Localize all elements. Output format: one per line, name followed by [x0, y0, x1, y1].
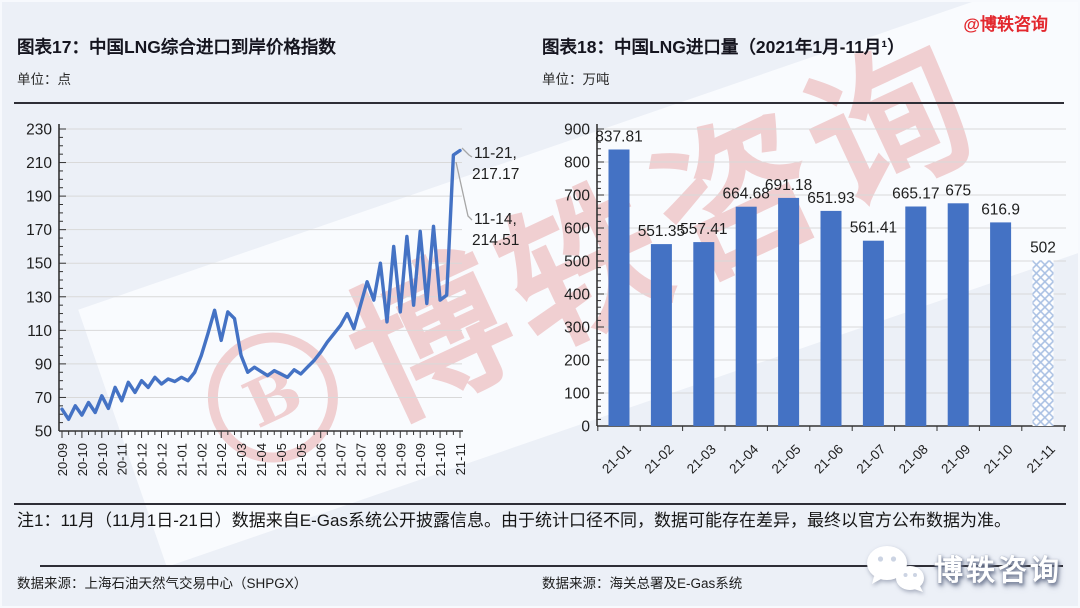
svg-text:561.41: 561.41 [850, 220, 897, 237]
svg-text:0: 0 [581, 419, 590, 436]
svg-text:210: 210 [26, 155, 52, 172]
svg-text:20-12: 20-12 [155, 443, 170, 476]
svg-text:400: 400 [564, 287, 590, 304]
svg-text:21-05: 21-05 [294, 443, 309, 476]
svg-text:21-07: 21-07 [853, 442, 888, 477]
wechat-watermark: 博轶咨询 [864, 542, 1062, 594]
svg-text:50: 50 [35, 424, 53, 441]
social-handle: @博轶咨询 [963, 15, 1048, 34]
svg-text:21-05: 21-05 [769, 442, 804, 477]
svg-text:551.35: 551.35 [638, 223, 685, 240]
svg-text:21-01: 21-01 [174, 443, 189, 476]
svg-text:21-04: 21-04 [726, 441, 761, 476]
svg-text:21-10: 21-10 [433, 443, 448, 476]
bar-chart-container: 0 100 200 300 400 500 600 700 800 900 837.81 21-01 5… [540, 112, 1077, 509]
left-chart-unit: 单位：点 [17, 72, 71, 87]
svg-text:21-05: 21-05 [274, 443, 289, 476]
svg-text:217.17: 217.17 [472, 166, 519, 183]
svg-text:21-09: 21-09 [393, 443, 408, 476]
right-chart-title: 图表18：中国LNG进口量（2021年1月-11月¹） [542, 37, 905, 57]
source-right: 数据来源：海关总署及E-Gas系统 [542, 576, 743, 591]
svg-text:20-09: 20-09 [55, 443, 70, 476]
svg-text:200: 200 [564, 353, 590, 370]
wechat-brand-text: 博轶咨询 [933, 555, 1062, 587]
svg-text:190: 190 [26, 189, 52, 206]
svg-text:21-09: 21-09 [938, 442, 973, 477]
svg-text:170: 170 [26, 222, 52, 239]
svg-text:21-11: 21-11 [453, 443, 468, 475]
svg-text:150: 150 [26, 256, 52, 273]
svg-text:130: 130 [26, 289, 52, 306]
svg-text:21-03: 21-03 [234, 443, 249, 476]
svg-text:21-01: 21-01 [599, 442, 634, 477]
svg-text:837.81: 837.81 [595, 129, 642, 146]
svg-text:21-02: 21-02 [194, 443, 209, 476]
svg-text:500: 500 [564, 254, 590, 271]
svg-text:300: 300 [564, 320, 590, 337]
svg-text:90: 90 [35, 356, 53, 373]
left-chart-title: 图表17：中国LNG综合进口到岸价格指数 [17, 37, 336, 57]
svg-text:616.9: 616.9 [981, 201, 1020, 218]
right-chart-unit: 单位：万吨 [542, 72, 610, 87]
svg-text:21-04: 21-04 [254, 443, 269, 476]
svg-text:214.51: 214.51 [472, 232, 519, 249]
svg-text:21-07: 21-07 [354, 443, 369, 476]
svg-text:21-02: 21-02 [641, 442, 676, 477]
svg-text:600: 600 [564, 221, 590, 238]
wechat-icon [866, 546, 924, 592]
lng-import-bar-chart: 0 100 200 300 400 500 600 700 800 900 837.81 21-01 5… [564, 122, 1066, 477]
svg-text:21-06: 21-06 [314, 443, 329, 476]
footnote-text: 注1：11月（11月1日-21日）数据来自E-Gas系统公开披露信息。由于统计口… [17, 511, 1011, 530]
svg-text:700: 700 [564, 188, 590, 205]
svg-text:21-08: 21-08 [896, 442, 931, 477]
svg-text:230: 230 [26, 122, 52, 139]
svg-text:665.17: 665.17 [892, 185, 939, 202]
svg-text:800: 800 [564, 155, 590, 172]
header-divider [14, 102, 1064, 104]
svg-text:20-11: 20-11 [115, 443, 130, 475]
svg-text:100: 100 [564, 386, 590, 403]
svg-text:21-03: 21-03 [684, 442, 719, 477]
svg-text:21-10: 21-10 [981, 442, 1016, 477]
footnote-divider [14, 503, 1066, 505]
svg-text:70: 70 [35, 390, 53, 407]
source-left: 数据来源：上海石油天然气交易中心（SHPGX） [17, 576, 308, 591]
svg-text:21-09: 21-09 [413, 443, 428, 476]
svg-text:20-12: 20-12 [135, 443, 150, 476]
svg-text:664.68: 664.68 [722, 186, 769, 203]
svg-text:11-21,: 11-21, [474, 145, 517, 162]
svg-text:110: 110 [27, 323, 52, 340]
svg-text:21-11: 21-11 [1024, 442, 1058, 476]
svg-text:21-02: 21-02 [214, 443, 229, 476]
svg-text:557.41: 557.41 [680, 221, 727, 238]
lng-price-line-chart: 50 70 90 110 130 150 170 190 210 230 20-09 20-10 20-… [26, 122, 519, 477]
svg-text:691.18: 691.18 [765, 177, 812, 194]
svg-text:21-07: 21-07 [334, 443, 349, 476]
svg-text:651.93: 651.93 [807, 190, 854, 207]
svg-text:21-08: 21-08 [373, 443, 388, 476]
svg-text:675: 675 [945, 182, 971, 199]
source-divider [40, 565, 1063, 567]
svg-text:502: 502 [1030, 239, 1056, 256]
svg-text:21-06: 21-06 [811, 442, 846, 477]
svg-text:11-14,: 11-14, [474, 211, 517, 228]
svg-text:20-10: 20-10 [95, 443, 110, 476]
line-chart-container: 50 70 90 110 130 150 170 190 210 230 20-09 20-10 20-… [10, 112, 538, 509]
svg-text:900: 900 [564, 122, 590, 139]
svg-text:20-10: 20-10 [75, 443, 90, 476]
